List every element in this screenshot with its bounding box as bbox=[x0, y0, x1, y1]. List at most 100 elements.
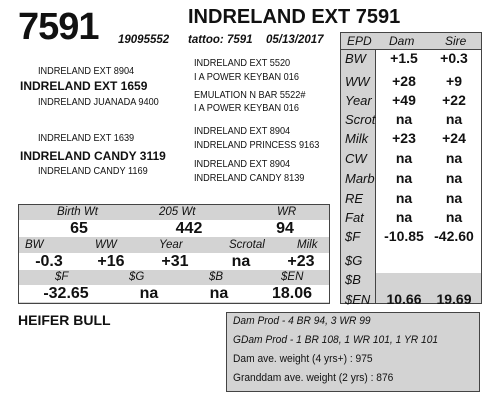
lot-number: 7591 bbox=[18, 6, 100, 48]
pedigree-dam-sire-sire: INDRELAND EXT 8904 bbox=[194, 126, 291, 137]
epd-header-dam: Dam bbox=[389, 34, 415, 48]
epd-row: RE na na bbox=[341, 188, 481, 211]
epd-row: Year +49 +22 bbox=[341, 90, 481, 113]
epd-table: EPD Dam Sire BW +1.5 +0.3 WW +28 +9 Year +49 +22… bbox=[340, 32, 482, 307]
pedigree-dam-dam: INDRELAND CANDY 1169 bbox=[38, 166, 148, 177]
epd-row: $EN 10.66 19.69 bbox=[341, 289, 481, 312]
pedigree-sire-dam-dam: I A POWER KEYBAN 016 bbox=[194, 103, 299, 114]
epd-trait-label: CW bbox=[345, 151, 367, 166]
pedigree-sire-sire: INDRELAND EXT 8904 bbox=[38, 66, 135, 77]
pedigree-sire-sire-dam: I A POWER KEYBAN 016 bbox=[194, 72, 299, 83]
epd-row: $G bbox=[341, 250, 481, 273]
perf-value-birth-wt: 65 bbox=[70, 220, 88, 237]
perf-label-b: $B bbox=[209, 271, 224, 283]
epd-trait-label: Year bbox=[345, 93, 372, 108]
pedigree-sire-dam-sire: EMULATION N BAR 5522# bbox=[194, 90, 306, 101]
pedigree-dam-dam-dam: INDRELAND CANDY 8139 bbox=[194, 173, 305, 184]
epd-dam-value: na bbox=[395, 170, 413, 186]
epd-row: Fat na na bbox=[341, 207, 481, 230]
perf-value-b: na bbox=[209, 285, 229, 302]
pedigree-sire-dam: INDRELAND JUANADA 9400 bbox=[38, 97, 159, 108]
epd-sire-value: +9 bbox=[446, 73, 462, 89]
epd-sire-value: 19.69 bbox=[436, 291, 472, 307]
epd-trait-label: $F bbox=[345, 229, 361, 244]
epd-dam-value: +1.5 bbox=[390, 50, 418, 66]
epd-sire-value: na bbox=[445, 209, 463, 225]
animal-name: INDRELAND EXT 7591 bbox=[188, 6, 401, 28]
epd-label-column bbox=[341, 50, 376, 303]
epd-trait-label: $B bbox=[345, 272, 361, 287]
epd-sire-value: +24 bbox=[442, 130, 466, 146]
perf-row1-values-bg bbox=[19, 220, 329, 237]
perf-label-ww: WW bbox=[95, 239, 117, 251]
dam-prod: Dam Prod - 4 BR 94, 3 WR 99 bbox=[233, 315, 371, 327]
tattoo: tattoo: 7591 bbox=[188, 34, 253, 46]
perf-value-205-wt: 442 bbox=[175, 220, 203, 237]
pedigree-dam-sire: INDRELAND EXT 1639 bbox=[38, 133, 135, 144]
epd-trait-label: Milk bbox=[345, 131, 369, 146]
epd-sire-value: na bbox=[445, 170, 463, 186]
dam-average-weight: Dam ave. weight (4 yrs+) : 975 bbox=[233, 353, 373, 365]
gdam-prod: GDam Prod - 1 BR 108, 1 WR 101, 1 YR 101 bbox=[233, 334, 439, 346]
epd-row: BW +1.5 +0.3 bbox=[341, 48, 481, 71]
pedigree-dam-sire-dam: INDRELAND PRINCESS 9163 bbox=[194, 140, 320, 151]
perf-label-milk: Milk bbox=[297, 239, 318, 251]
epd-trait-label: Fat bbox=[345, 210, 364, 225]
epd-trait-label: WW bbox=[345, 74, 370, 89]
performance-box: Birth Wt 205 Wt WR 65 442 94 BW WW Year … bbox=[18, 204, 330, 304]
epd-row: Milk +23 +24 bbox=[341, 128, 481, 151]
pedigree-sire: INDRELAND EXT 1659 bbox=[20, 79, 148, 93]
perf-value-wr: 94 bbox=[276, 220, 294, 237]
epd-row: $B bbox=[341, 269, 481, 292]
epd-trait-label: BW bbox=[345, 51, 366, 66]
epd-row: CW na na bbox=[341, 148, 481, 171]
pedigree-dam-dam-sire: INDRELAND EXT 8904 bbox=[194, 159, 291, 170]
epd-sire-value: na bbox=[445, 190, 463, 206]
epd-dam-value: 10.66 bbox=[386, 291, 422, 307]
perf-label-205-wt: 205 Wt bbox=[159, 206, 196, 218]
perf-row3-values-bg bbox=[19, 285, 329, 302]
epd-dam-value: +28 bbox=[392, 73, 416, 89]
epd-dam-value: na bbox=[395, 150, 413, 166]
perf-value-en: 18.06 bbox=[271, 285, 313, 302]
epd-sire-value: -42.60 bbox=[434, 228, 474, 244]
epd-values-area bbox=[376, 50, 481, 273]
epd-dam-value: na bbox=[395, 209, 413, 225]
pedigree-dam: INDRELAND CANDY 3119 bbox=[20, 149, 166, 163]
perf-value-bw: -0.3 bbox=[35, 253, 63, 270]
perf-value-milk: +23 bbox=[287, 253, 315, 270]
epd-dam-value: -10.85 bbox=[384, 228, 424, 244]
epd-row: WW +28 +9 bbox=[341, 71, 481, 94]
perf-value-scrotal: na bbox=[231, 253, 251, 270]
epd-sire-value: na bbox=[445, 150, 463, 166]
epd-trait-label: Scrot bbox=[345, 112, 376, 127]
epd-trait-label: Marb bbox=[345, 171, 375, 186]
epd-sire-value: +22 bbox=[442, 92, 466, 108]
registration-number: 19095552 bbox=[118, 34, 170, 46]
epd-sire-value: +0.3 bbox=[440, 50, 468, 66]
perf-label-f: $F bbox=[55, 271, 69, 283]
epd-dam-value: +49 bbox=[392, 92, 416, 108]
epd-header-sire: Sire bbox=[445, 34, 467, 48]
perf-label-scrotal: Scrotal bbox=[229, 239, 265, 251]
epd-trait-label: $G bbox=[345, 253, 363, 268]
perf-label-en: $EN bbox=[281, 271, 304, 283]
epd-row: $F -10.85 -42.60 bbox=[341, 226, 481, 249]
epd-trait-label: $EN bbox=[345, 292, 371, 307]
perf-value-year: +31 bbox=[161, 253, 189, 270]
epd-row: Scrot na na bbox=[341, 109, 481, 132]
epd-sire-value: na bbox=[445, 111, 463, 127]
perf-label-wr: WR bbox=[277, 206, 297, 218]
epd-header: EPD Dam Sire bbox=[341, 33, 481, 50]
birth-date: 05/13/2017 bbox=[266, 34, 324, 46]
perf-row2-values-bg bbox=[19, 253, 329, 270]
epd-header-label: EPD bbox=[347, 34, 372, 48]
perf-label-bw: BW bbox=[25, 239, 44, 251]
epd-row: Marb na na bbox=[341, 168, 481, 191]
perf-value-ww: +16 bbox=[97, 253, 125, 270]
heifer-bull-label: HEIFER BULL bbox=[18, 312, 111, 328]
perf-label-year: Year bbox=[159, 239, 183, 251]
dam-production-box: Dam Prod - 4 BR 94, 3 WR 99 GDam Prod - … bbox=[226, 312, 480, 392]
perf-label-birth-wt: Birth Wt bbox=[57, 206, 98, 218]
epd-dam-value: na bbox=[395, 111, 413, 127]
